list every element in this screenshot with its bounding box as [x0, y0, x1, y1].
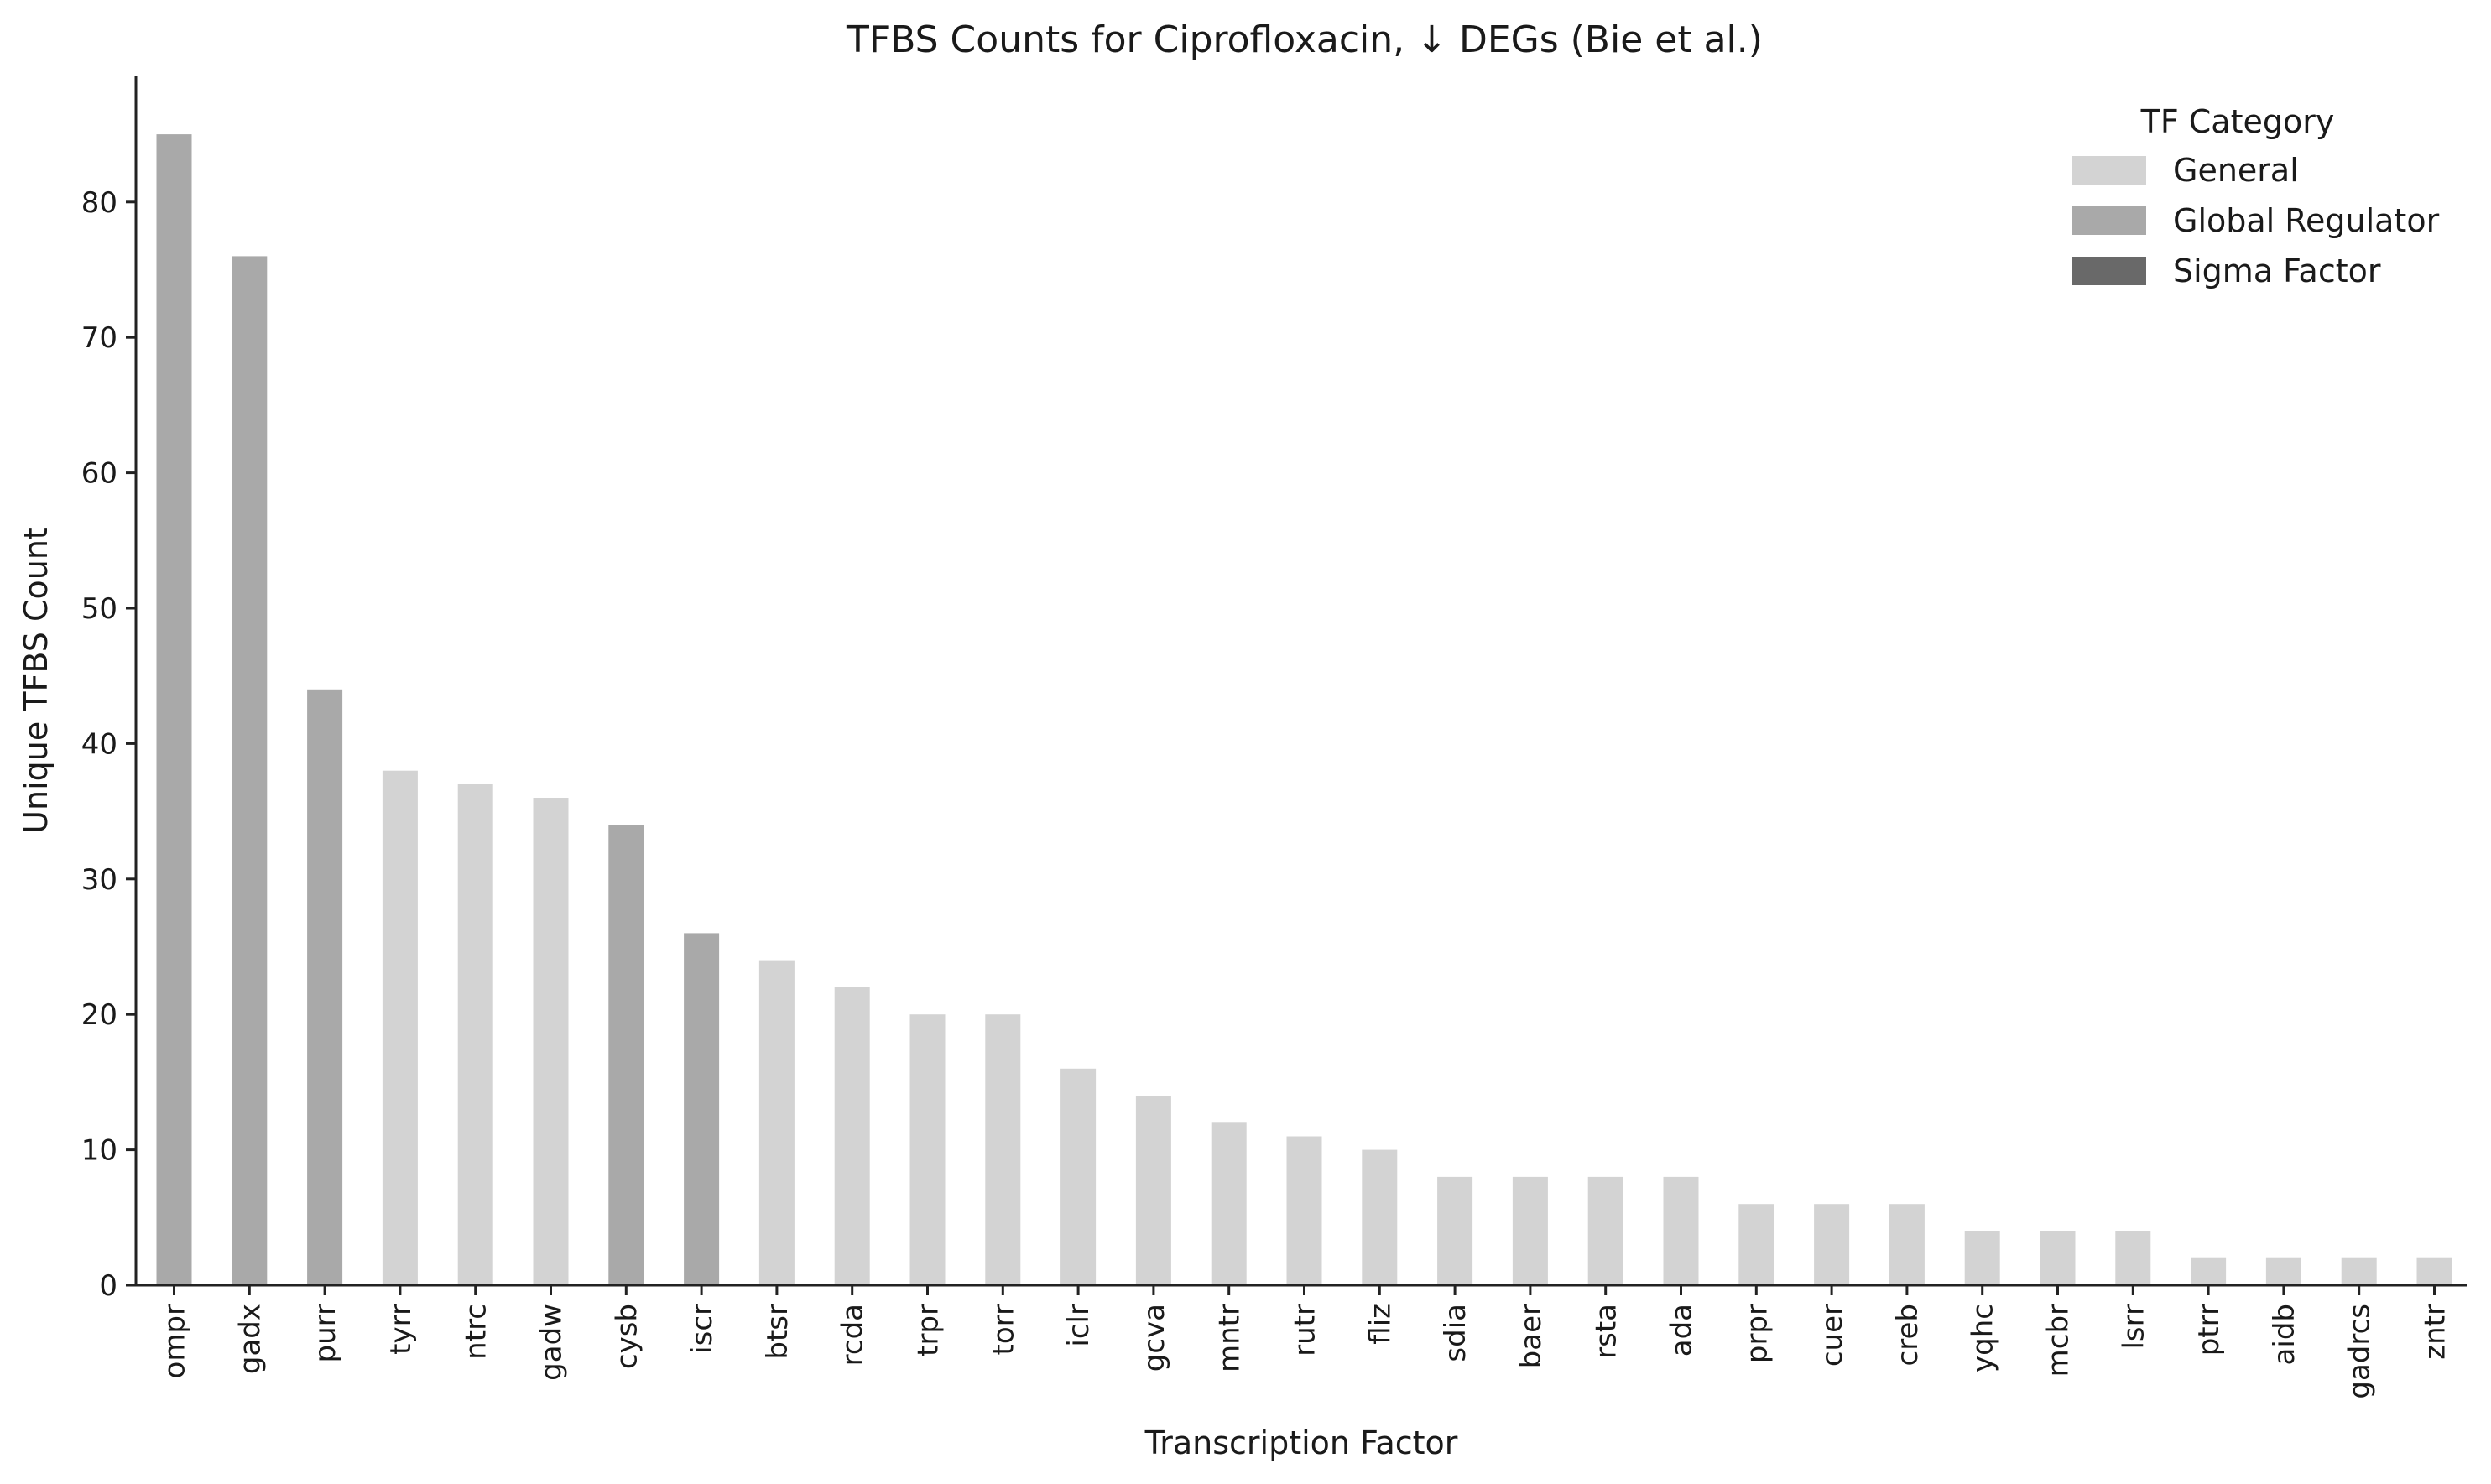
bar-tyrr	[382, 770, 418, 1285]
legend-swatch-sigma-factor	[2072, 257, 2146, 285]
x-tick-label-yqhc: yqhc	[1967, 1304, 2000, 1372]
bar-ptrr	[2191, 1257, 2227, 1285]
y-tick-label-70: 70	[81, 321, 117, 355]
bar-mntr	[1211, 1122, 1247, 1285]
chart-title: TFBS Counts for Ciprofloxacin, ↓ DEGs (B…	[846, 18, 1763, 61]
x-tick-label-rsta: rsta	[1590, 1304, 1623, 1359]
x-tick-label-ntrc: ntrc	[460, 1304, 493, 1360]
bar-gadrcs	[2341, 1257, 2377, 1285]
y-tick-label-80: 80	[81, 186, 117, 220]
x-tick-label-lsrr: lsrr	[2117, 1304, 2150, 1350]
bar-trpr	[909, 1014, 946, 1285]
x-tick-label-iscr: iscr	[685, 1304, 719, 1354]
bar-rcda	[834, 987, 870, 1285]
y-tick-label-30: 30	[81, 863, 117, 897]
bar-iclr	[1060, 1068, 1097, 1285]
bar-btsr	[758, 960, 795, 1285]
legend-label-general: General	[2173, 152, 2299, 189]
y-tick-label-0: 0	[99, 1269, 117, 1303]
x-axis-title: Transcription Factor	[1144, 1424, 1458, 1461]
y-tick-label-40: 40	[81, 727, 117, 761]
x-tick-label-creb: creb	[1891, 1304, 1925, 1366]
x-tick-label-rutr: rutr	[1289, 1304, 1322, 1356]
x-tick-label-sdia: sdia	[1439, 1304, 1472, 1362]
legend-label-global-regulator: Global Regulator	[2173, 202, 2440, 239]
bar-creb	[1889, 1204, 1925, 1285]
x-tick-label-gadrcs: gadrcs	[2343, 1304, 2377, 1399]
x-tick-label-cuer: cuer	[1816, 1304, 1849, 1367]
legend: TF Category General Global Regulator Sigma…	[2072, 103, 2440, 289]
x-tick-label-btsr: btsr	[761, 1304, 795, 1360]
y-axis: 0 10 20 30 40 50 60 70 80	[81, 76, 138, 1303]
x-tick-label-gadx: gadx	[233, 1304, 267, 1374]
x-tick-label-torr: torr	[987, 1304, 1020, 1356]
x-tick-label-trpr: trpr	[912, 1304, 946, 1356]
x-tick-label-ada: ada	[1665, 1304, 1699, 1356]
x-tick-label-zntr: zntr	[2419, 1304, 2452, 1360]
x-tick-label-ptrr: ptrr	[2192, 1304, 2226, 1356]
legend-swatch-global-regulator	[2072, 206, 2146, 235]
y-tick-label-50: 50	[81, 592, 117, 626]
x-tick-label-ompr: ompr	[159, 1304, 192, 1379]
bar-prpr	[1738, 1204, 1774, 1285]
bar-purr	[307, 689, 343, 1285]
x-tick-label-purr: purr	[309, 1304, 342, 1363]
x-tick-label-mcbr: mcbr	[2042, 1304, 2076, 1377]
x-tick-label-gadw: gadw	[535, 1304, 569, 1381]
bar-gadx	[232, 256, 268, 1285]
bar-ntrc	[457, 784, 493, 1285]
bar-sdia	[1437, 1176, 1473, 1285]
x-tick-label-gcva: gcva	[1138, 1304, 1171, 1372]
legend-title: TF Category	[2140, 103, 2335, 140]
bar-zntr	[2416, 1257, 2452, 1285]
bar-lsrr	[2115, 1231, 2151, 1285]
y-tick-label-10: 10	[81, 1134, 117, 1168]
bar-aidb	[2265, 1257, 2301, 1285]
bar-torr	[985, 1014, 1021, 1285]
bar-ada	[1663, 1176, 1699, 1285]
bar-rsta	[1587, 1176, 1623, 1285]
y-tick-label-60: 60	[81, 457, 117, 491]
y-tick-label-20: 20	[81, 998, 117, 1032]
x-tick-label-fliz: fliz	[1363, 1304, 1397, 1345]
bar-iscr	[684, 933, 720, 1285]
bar-cuer	[1814, 1204, 1850, 1285]
legend-label-sigma-factor: Sigma Factor	[2173, 253, 2381, 289]
y-axis-title: Unique TFBS Count	[18, 527, 55, 834]
x-tick-label-prpr: prpr	[1740, 1304, 1774, 1363]
x-tick-label-cysb: cysb	[610, 1304, 644, 1369]
legend-entries: General Global Regulator Sigma Factor	[2072, 152, 2440, 289]
bar-rutr	[1286, 1136, 1322, 1285]
bar-yqhc	[1964, 1231, 2000, 1285]
bar-mcbr	[2040, 1231, 2076, 1285]
bar-ompr	[156, 134, 192, 1286]
bar-fliz	[1362, 1149, 1398, 1285]
x-axis: ompr gadx purr tyrr ntrc gadw cysb iscr btsr rcda…	[136, 1284, 2467, 1399]
x-tick-label-rcda: rcda	[836, 1304, 870, 1366]
bar-gcva	[1135, 1096, 1171, 1285]
legend-swatch-general	[2072, 156, 2146, 185]
x-tick-label-tyrr: tyrr	[384, 1304, 418, 1355]
x-tick-label-mntr: mntr	[1213, 1304, 1247, 1372]
bar-cysb	[608, 825, 644, 1285]
x-tick-label-aidb: aidb	[2268, 1304, 2301, 1365]
bars-group	[156, 134, 2452, 1286]
x-tick-label-iclr: iclr	[1062, 1304, 1096, 1347]
bar-gadw	[533, 798, 569, 1285]
x-tick-label-baer: baer	[1514, 1304, 1548, 1368]
bar-baer	[1512, 1176, 1548, 1285]
